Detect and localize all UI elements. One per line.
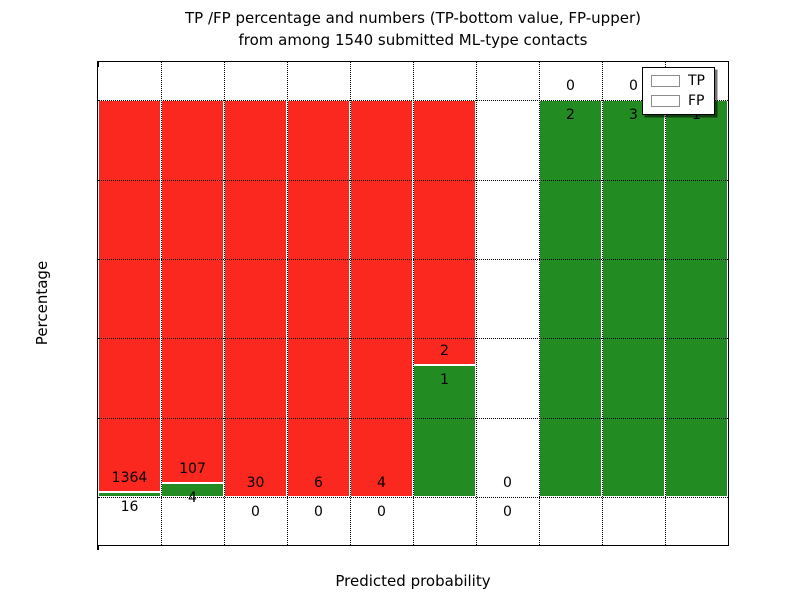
bar-tp-segment — [602, 100, 665, 497]
tp-count-label: 1 — [440, 371, 449, 388]
x-tick-top — [97, 62, 99, 67]
gridline-vertical — [350, 62, 351, 545]
tp-count-label: 0 — [377, 504, 386, 521]
bar-tp-segment — [665, 100, 728, 497]
bar-fp-segment — [161, 100, 224, 483]
fp-count-label: 6 — [314, 475, 323, 492]
legend: TP FP — [642, 67, 715, 115]
gridline-vertical — [161, 62, 162, 545]
legend-label-tp: TP — [688, 73, 705, 89]
bar-fp-segment — [287, 100, 350, 497]
tp-count-label: 4 — [188, 489, 197, 506]
fp-count-label: 0 — [629, 78, 638, 95]
chart-title: TP /FP percentage and numbers (TP-bottom… — [98, 7, 728, 51]
bar-tp-segment — [413, 364, 476, 497]
legend-swatch-tp — [651, 75, 680, 87]
tp-count-label: 16 — [120, 499, 139, 516]
gridline-vertical — [539, 62, 540, 545]
gridline-vertical — [287, 62, 288, 545]
gridline-horizontal — [98, 497, 728, 499]
fp-count-label: 0 — [566, 78, 575, 95]
gridline-horizontal — [98, 100, 728, 102]
gridline-vertical — [224, 62, 225, 545]
gridline-horizontal — [98, 338, 728, 340]
fp-count-label: 1364 — [111, 470, 148, 487]
plot-area: 136416107430060402100020301 TP FP — [96, 60, 729, 550]
chart-title-line1: TP /FP percentage and numbers (TP-bottom… — [185, 9, 641, 27]
bar-fp-segment — [224, 100, 287, 497]
y-axis-label: Percentage — [33, 260, 51, 346]
bar-tp-segment — [539, 100, 602, 497]
x-axis-label: Predicted probability — [335, 572, 491, 590]
bar-fp-segment — [413, 100, 476, 365]
bar-fp-segment — [350, 100, 413, 497]
tp-count-label: 0 — [251, 504, 260, 521]
legend-label-fp: FP — [688, 93, 705, 109]
gridline-horizontal — [98, 417, 728, 419]
fp-count-label: 2 — [440, 342, 449, 359]
fp-count-label: 0 — [503, 475, 512, 492]
x-tick — [97, 545, 99, 550]
gridline-vertical — [602, 62, 603, 545]
gridline-horizontal — [98, 179, 728, 181]
tp-count-label: 2 — [566, 107, 575, 124]
gridline-vertical — [665, 62, 666, 545]
legend-swatch-fp — [651, 95, 680, 107]
fp-count-label: 4 — [377, 475, 386, 492]
bar-fp-segment — [98, 100, 161, 493]
legend-item-tp: TP — [651, 74, 705, 88]
chart-title-line2: from among 1540 submitted ML-type contac… — [238, 31, 588, 49]
gridline-vertical — [413, 62, 414, 545]
gridline-horizontal — [98, 259, 728, 261]
legend-item-fp: FP — [651, 94, 705, 108]
bar-tp-segment — [98, 492, 161, 497]
tp-count-label: 0 — [503, 504, 512, 521]
tp-count-label: 1 — [692, 107, 701, 124]
fp-count-label: 107 — [179, 460, 206, 477]
gridline-vertical — [476, 62, 477, 545]
fp-count-label: 30 — [246, 475, 265, 492]
tp-count-label: 0 — [314, 504, 323, 521]
tp-count-label: 3 — [629, 107, 638, 124]
